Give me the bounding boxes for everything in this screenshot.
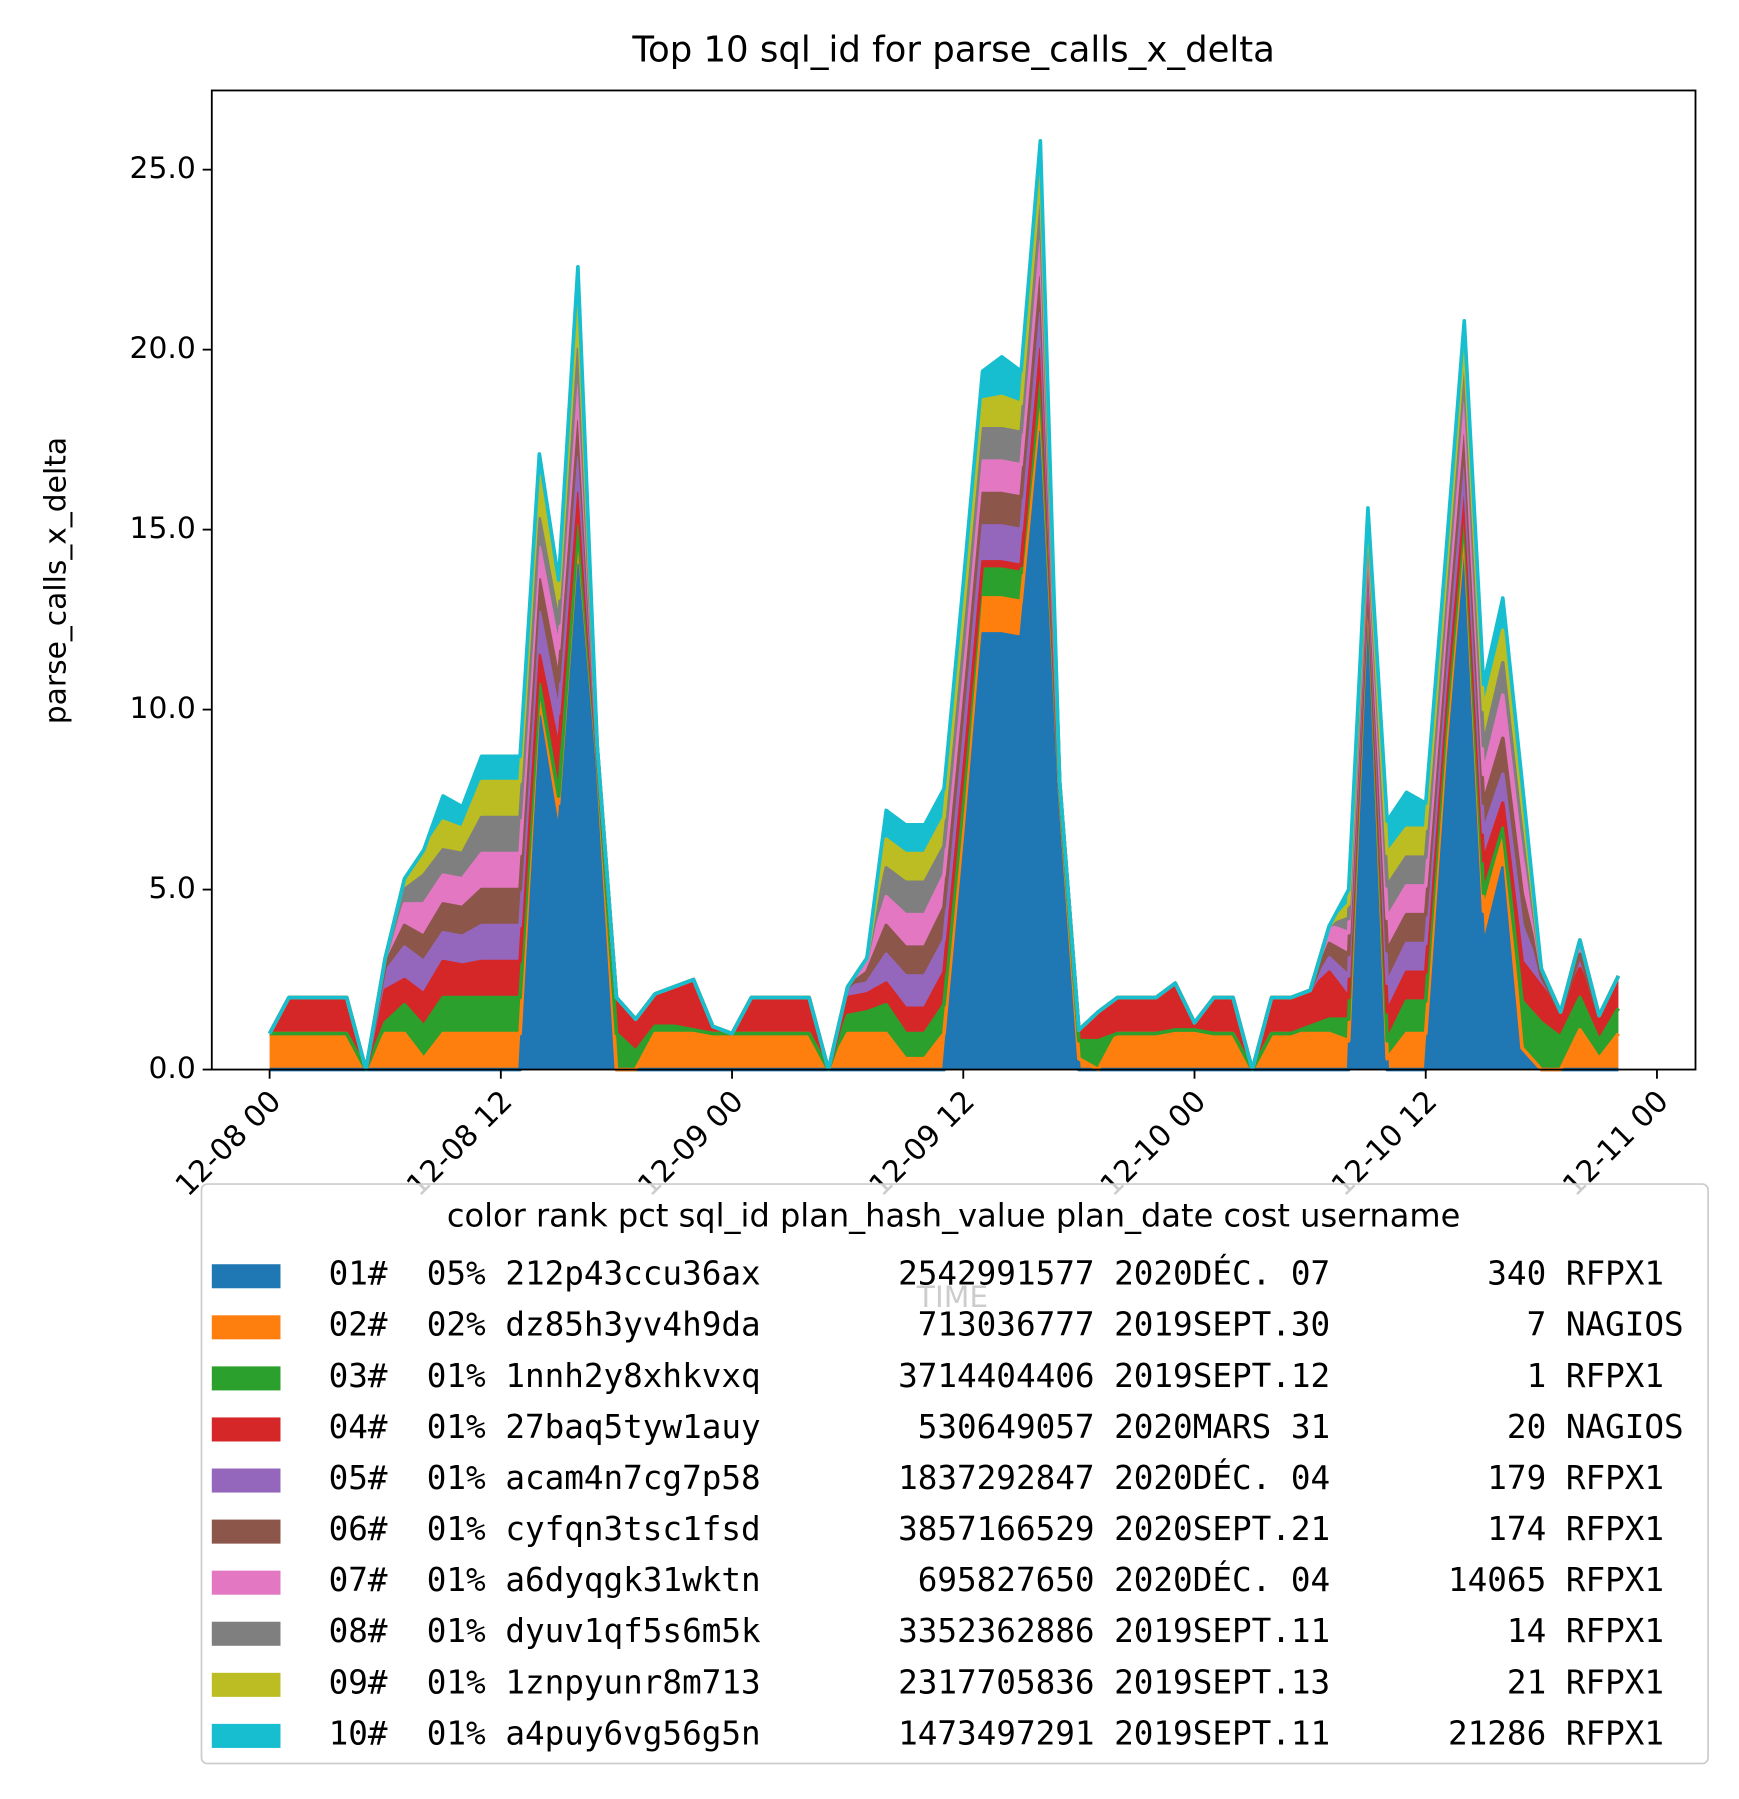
- legend-title: color rank pct sql_id plan_hash_value pl…: [447, 1196, 1460, 1234]
- legend-swatch: [211, 1264, 281, 1289]
- legend-label: 09# 01% 1znpyunr8m713 2317705836 2019SEP…: [329, 1663, 1664, 1701]
- legend-label: 07# 01% a6dyqgk31wktn 695827650 2020DÉC.…: [329, 1561, 1664, 1599]
- area-edge: [269, 380, 1621, 1072]
- y-tick-label: 20.0: [130, 331, 196, 366]
- legend-label: 08# 01% dyuv1qf5s6m5k 3352362886 2019SEP…: [329, 1612, 1664, 1650]
- legend-label: 05# 01% acam4n7cg7p58 1837292847 2020DÉC…: [329, 1459, 1664, 1497]
- area-edge: [267, 139, 1621, 1072]
- area-edge: [267, 239, 1621, 1072]
- plot-area: 0.05.010.015.020.025.012-08 00 12-08 12 12…: [130, 89, 1697, 1203]
- legend-swatch: [211, 1315, 281, 1340]
- legend-box: [200, 1183, 1709, 1765]
- legend-swatch: [211, 1621, 281, 1646]
- y-tick-label: 5.0: [148, 871, 195, 906]
- legend-swatch: [211, 1723, 281, 1748]
- legend-swatch: [211, 1366, 281, 1391]
- y-tick-label: 15.0: [130, 511, 196, 546]
- legend-swatch: [211, 1672, 281, 1697]
- legend-swatch: [211, 1519, 281, 1544]
- legend-label: 03# 01% 1nnh2y8xhkvxq 3714404406 2019SEP…: [329, 1357, 1664, 1395]
- legend-swatch: [211, 1570, 281, 1595]
- area-edge: [267, 167, 1621, 1072]
- legend-label: 04# 01% 27baq5tyw1auy 530649057 2020MARS…: [329, 1408, 1684, 1446]
- legend: color rank pct sql_id plan_hash_value pl…: [200, 1183, 1709, 1765]
- y-tick-label: 10.0: [130, 691, 196, 726]
- legend-label: 01# 05% 212p43ccu36ax 2542991577 2020DÉC…: [329, 1255, 1664, 1293]
- y-tick-label: 0.0: [148, 1051, 195, 1086]
- area-edge: [267, 275, 1621, 1072]
- legend-label: 02# 02% dz85h3yv4h9da 713036777 2019SEPT…: [329, 1306, 1684, 1344]
- y-tick-label: 25.0: [130, 151, 196, 186]
- area-edge: [269, 398, 1620, 1072]
- area-edge: [267, 311, 1621, 1072]
- plot-frame: [210, 89, 1697, 1071]
- legend-swatch: [211, 1468, 281, 1493]
- area-edge: [267, 347, 1621, 1072]
- legend-swatch: [211, 1417, 281, 1442]
- chart-title: Top 10 sql_id for parse_calls_x_delta: [631, 30, 1275, 71]
- legend-label: 10# 01% a4puy6vg56g5n 1473497291 2019SEP…: [329, 1714, 1664, 1752]
- legend-label: 06# 01% cyfqn3tsc1fsd 3857166529 2020SEP…: [329, 1510, 1664, 1548]
- area-edge: [267, 203, 1621, 1072]
- y-axis-label: parse_calls_x_delta: [39, 437, 74, 724]
- area: [269, 432, 1619, 1070]
